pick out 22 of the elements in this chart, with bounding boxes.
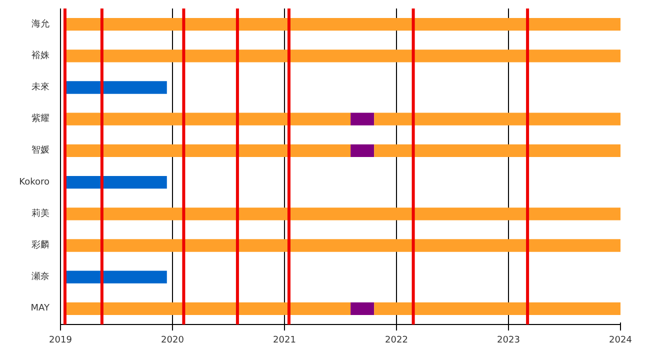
y-tick-label: 未來 [32, 82, 50, 92]
bar [350, 144, 374, 158]
bar [350, 302, 374, 316]
y-tick-label: 莉美 [32, 208, 50, 219]
y-tick-label: Kokoro [19, 177, 50, 188]
bar [374, 302, 620, 316]
y-tick-label: 裕姝 [32, 50, 50, 61]
x-tick-label: 2020 [161, 336, 184, 346]
y-tick-label: 瀬奈 [32, 271, 50, 282]
bar [350, 112, 374, 126]
x-tick-label: 2024 [609, 336, 632, 346]
x-tick-label: 2023 [497, 336, 520, 346]
y-tick-label: 紫耀 [32, 113, 50, 124]
y-tick-label: MAY [30, 304, 50, 314]
y-tick-label: 智媛 [32, 144, 50, 156]
y-tick-label: 彩麟 [32, 240, 50, 250]
y-tick-label: 海允 [32, 18, 50, 30]
x-tick-label: 2019 [49, 336, 72, 346]
x-tick-label: 2021 [273, 336, 296, 346]
bar [374, 112, 620, 126]
x-tick-label: 2022 [385, 336, 408, 346]
bar [374, 144, 620, 158]
